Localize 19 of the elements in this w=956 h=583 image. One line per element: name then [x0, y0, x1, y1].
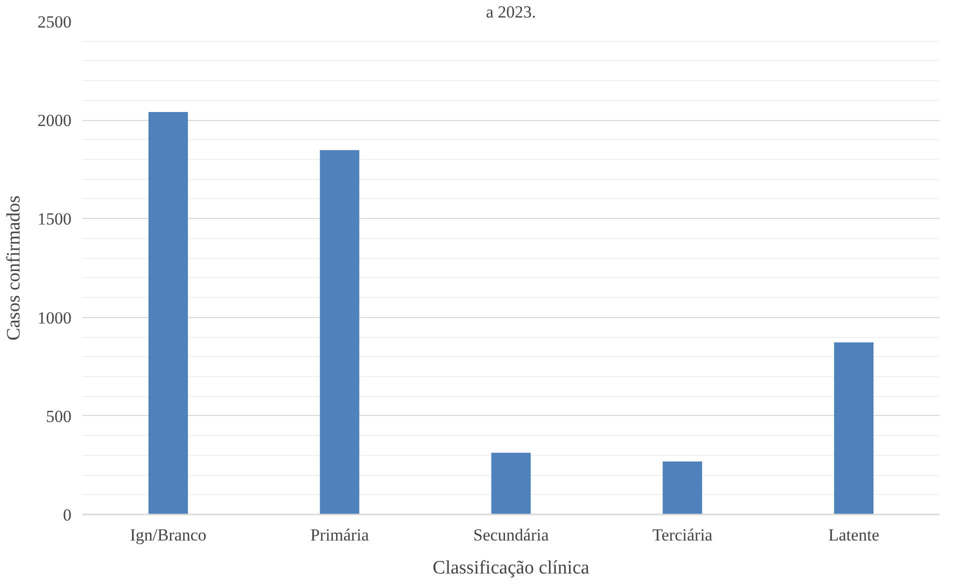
- y-tick-label: 2000: [38, 111, 72, 130]
- bar: [662, 461, 702, 514]
- x-tick-label: Primária: [310, 526, 370, 544]
- y-tick-label: 1000: [38, 308, 72, 328]
- x-tick-label: Secundária: [473, 526, 550, 544]
- bar: [491, 452, 531, 514]
- y-axis-title: Casos confirmados: [4, 195, 24, 341]
- bar: [834, 342, 874, 514]
- bar: [320, 150, 360, 514]
- y-tick-label: 500: [46, 406, 72, 426]
- y-tick-label: 1500: [38, 210, 72, 229]
- y-tick-label: 2500: [38, 12, 72, 32]
- chart-title: a 2023.: [486, 2, 536, 22]
- x-tick-label: Terciária: [652, 526, 713, 544]
- y-tick-label: 0: [63, 506, 72, 524]
- x-tick-label: Ign/Branco: [130, 526, 206, 544]
- bar: [148, 112, 188, 514]
- x-axis-title: Classificação clínica: [432, 558, 590, 578]
- x-tick-label: Latente: [828, 526, 880, 544]
